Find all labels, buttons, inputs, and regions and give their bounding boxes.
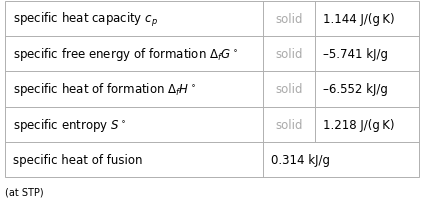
Text: 1.144 J/(g K): 1.144 J/(g K) xyxy=(323,13,395,26)
Text: specific heat of formation $\Delta_f H^\circ$: specific heat of formation $\Delta_f H^\… xyxy=(13,81,196,98)
Text: specific heat capacity $c_p$: specific heat capacity $c_p$ xyxy=(13,11,158,28)
Text: solid: solid xyxy=(275,13,303,26)
Text: 1.218 J/(g K): 1.218 J/(g K) xyxy=(323,118,394,131)
Text: solid: solid xyxy=(275,83,303,96)
Text: –6.552 kJ/g: –6.552 kJ/g xyxy=(323,83,388,96)
Text: (at STP): (at STP) xyxy=(5,186,44,196)
Text: solid: solid xyxy=(275,118,303,131)
Text: specific free energy of formation $\Delta_f G^\circ$: specific free energy of formation $\Delt… xyxy=(13,46,238,63)
Text: specific entropy $S^\circ$: specific entropy $S^\circ$ xyxy=(13,116,126,133)
Text: –5.741 kJ/g: –5.741 kJ/g xyxy=(323,48,388,61)
Text: 0.314 kJ/g: 0.314 kJ/g xyxy=(271,153,330,166)
Text: specific heat of fusion: specific heat of fusion xyxy=(13,153,142,166)
Bar xyxy=(5,2,419,177)
Text: solid: solid xyxy=(275,48,303,61)
